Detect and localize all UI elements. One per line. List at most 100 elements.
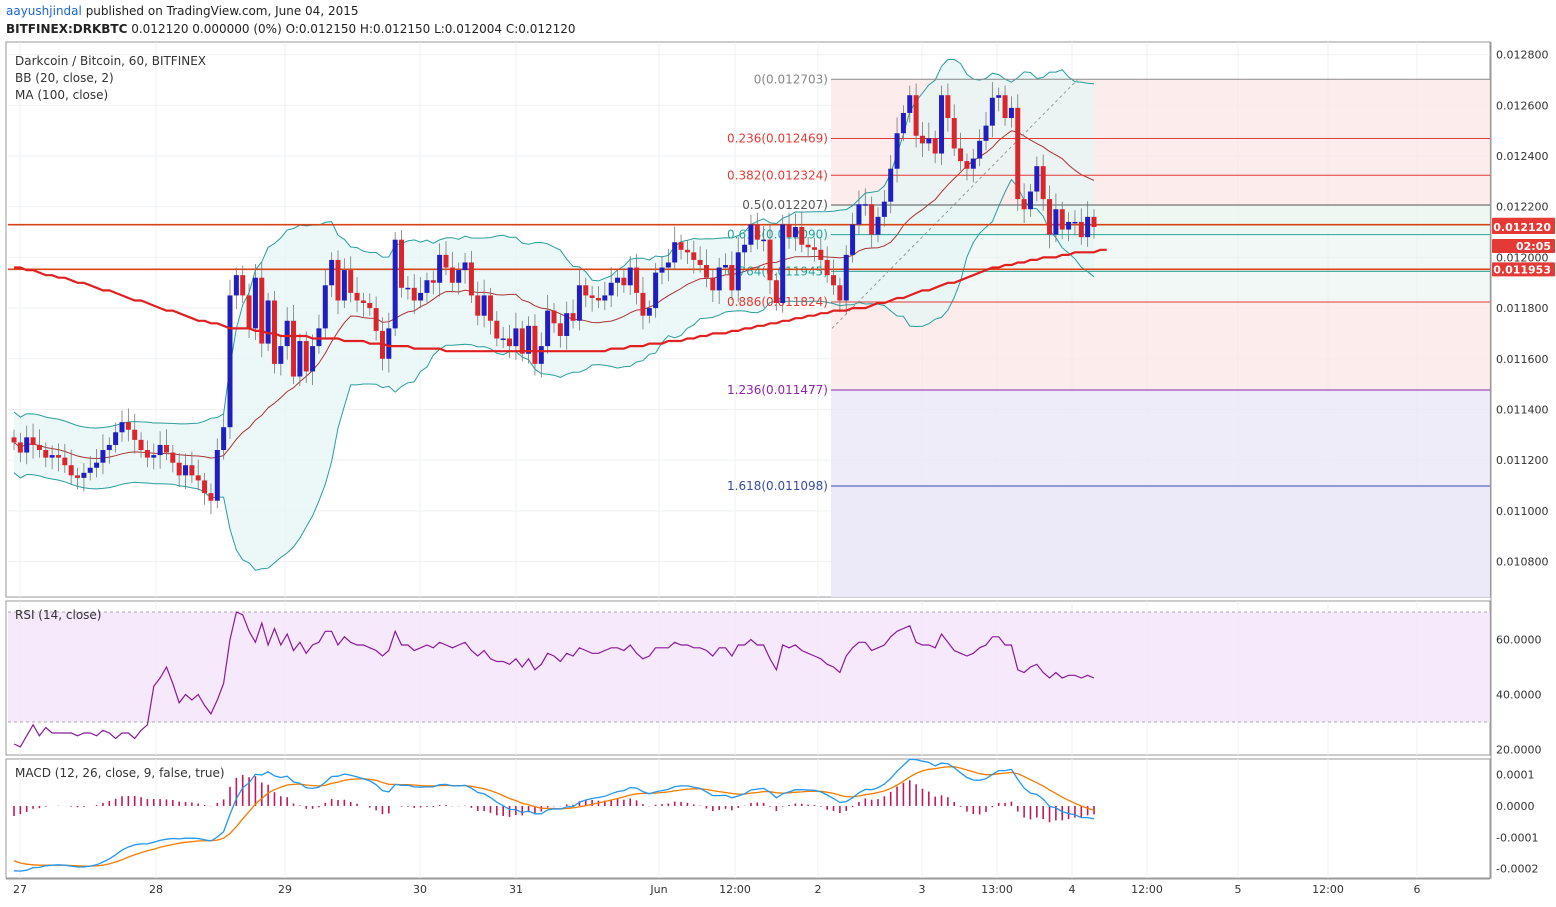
x-tick-label: 31	[509, 883, 523, 896]
candle	[564, 313, 570, 336]
fib-level-label: 0.618(0.012090)	[727, 228, 828, 242]
fib-level-label: 0.382(0.012324)	[727, 168, 828, 182]
candle	[970, 158, 976, 169]
candle	[443, 254, 449, 268]
candle	[456, 270, 462, 283]
author-link[interactable]: aayushjindal	[6, 4, 82, 18]
candle	[176, 462, 182, 476]
candle	[1085, 216, 1091, 238]
candle	[43, 450, 49, 458]
candle	[1072, 221, 1078, 224]
candle	[360, 300, 366, 304]
rsi-pane-title: RSI (14, close)	[15, 608, 101, 622]
candle	[837, 285, 843, 301]
candle	[354, 292, 360, 301]
fib-level-label: 0.764(0.011945)	[727, 264, 828, 278]
candle	[379, 330, 385, 359]
candle	[862, 204, 868, 206]
candle	[100, 450, 106, 463]
x-tick-label: 28	[149, 883, 163, 896]
candle	[1078, 221, 1084, 238]
candle	[487, 295, 493, 321]
candle	[125, 422, 131, 430]
candle	[271, 300, 277, 364]
candle	[538, 346, 544, 364]
candle	[1059, 209, 1065, 230]
candle	[310, 346, 316, 372]
candle	[157, 444, 163, 456]
fib-trend-line	[831, 78, 1079, 329]
candle	[144, 450, 150, 458]
price-tick-label: 0.011800	[1496, 302, 1549, 315]
candle	[526, 325, 532, 354]
macd-tick-label: 0.0000	[1496, 800, 1535, 813]
x-tick-label: 12:00	[1131, 883, 1163, 896]
candle	[30, 437, 36, 445]
x-tick-label: 30	[413, 883, 427, 896]
candle	[805, 244, 811, 248]
fib-level-label: 0.236(0.012469)	[727, 132, 828, 146]
x-tick-label: 29	[278, 883, 292, 896]
price-tick-label: 0.011000	[1496, 505, 1549, 518]
candle	[615, 277, 621, 283]
macd-tick-label: 0.0001	[1496, 769, 1535, 782]
fib-level-label: 1.618(0.011098)	[727, 479, 828, 493]
x-tick-label: 5	[1235, 883, 1242, 896]
candle	[665, 262, 671, 268]
macd-tick-label: -0.0002	[1496, 863, 1538, 876]
candle	[951, 118, 957, 149]
candle	[964, 161, 970, 169]
candle	[87, 467, 93, 473]
candle	[1053, 209, 1059, 235]
candle	[932, 138, 938, 154]
candle	[799, 227, 805, 245]
price-tick-label: 0.011400	[1496, 403, 1549, 416]
price-tick-label: 0.012600	[1496, 99, 1549, 112]
candle	[767, 239, 773, 281]
fib-level-label: 0.5(0.012207)	[742, 198, 828, 212]
candle	[1021, 199, 1027, 210]
quote-values: 0.012120 0.000000 (0%) O:0.012150 H:0.01…	[131, 22, 576, 36]
candle	[418, 292, 424, 301]
price-tick-label: 0.011200	[1496, 454, 1549, 467]
indicator-label: BB (20, close, 2)	[15, 71, 114, 85]
candle	[989, 97, 995, 126]
candle	[170, 452, 176, 463]
candle	[831, 275, 837, 286]
candle	[208, 493, 214, 501]
candle	[81, 472, 87, 478]
candle	[316, 328, 322, 347]
fib-zone	[831, 389, 1490, 486]
candle	[240, 275, 246, 296]
candle	[748, 224, 754, 245]
price-tag	[1492, 220, 1555, 234]
x-tick-label: 2	[815, 883, 822, 896]
fib-level-label: 1.236(0.011477)	[727, 383, 828, 397]
candle	[1091, 216, 1097, 227]
candle	[640, 292, 646, 316]
candle	[507, 338, 513, 347]
candle	[977, 140, 983, 159]
candle	[297, 341, 303, 377]
candle	[24, 437, 30, 453]
x-tick-label: 4	[1069, 883, 1076, 896]
candle	[710, 277, 716, 291]
candle	[411, 287, 417, 301]
rsi-tick-label: 20.0000	[1496, 744, 1542, 757]
candle	[869, 204, 875, 235]
candle	[792, 227, 798, 238]
candle	[138, 439, 144, 451]
signal-line	[13, 766, 1095, 867]
candle	[259, 277, 265, 344]
candle	[926, 138, 932, 144]
candle	[729, 265, 735, 291]
candle	[278, 346, 284, 364]
candle	[939, 95, 945, 154]
x-tick-label: 6	[1414, 883, 1421, 896]
candle	[532, 325, 538, 364]
candle	[303, 341, 309, 372]
quote-line: BITFINEX:DRKBTC 0.012120 0.000000 (0%) O…	[6, 22, 576, 36]
candle	[691, 252, 697, 260]
candle	[678, 242, 684, 250]
